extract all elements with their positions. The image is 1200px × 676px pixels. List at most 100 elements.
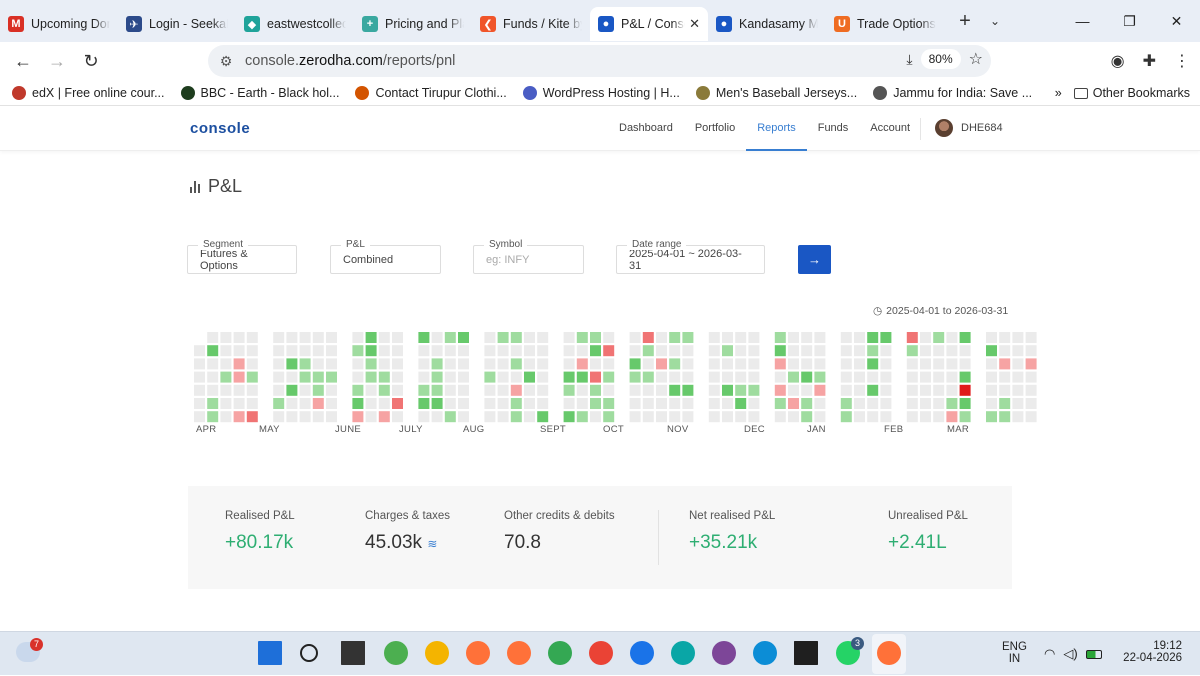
firefox-icon[interactable] — [466, 641, 490, 665]
pnl-type-select[interactable]: P&L Combined — [330, 239, 441, 274]
heatmap-day-cell[interactable] — [431, 384, 443, 396]
heatmap-day-cell[interactable] — [392, 345, 403, 357]
heatmap-day-cell[interactable] — [207, 384, 219, 396]
heatmap-day-cell[interactable] — [959, 345, 971, 357]
heatmap-day-cell[interactable] — [524, 398, 535, 409]
heatmap-day-cell[interactable] — [629, 358, 641, 370]
heatmap-day-cell[interactable] — [814, 358, 826, 370]
heatmap-day-cell[interactable] — [880, 371, 892, 383]
heatmap-day-cell[interactable] — [207, 345, 219, 357]
heatmap-day-cell[interactable] — [286, 358, 298, 370]
heatmap-day-cell[interactable] — [986, 332, 997, 343]
heatmap-day-cell[interactable] — [629, 345, 641, 357]
heatmap-day-cell[interactable] — [207, 411, 219, 423]
heatmap-day-cell[interactable] — [788, 371, 799, 383]
heatmap-day-cell[interactable] — [510, 345, 522, 357]
heatmap-day-cell[interactable] — [629, 398, 641, 409]
heatmap-day-cell[interactable] — [708, 411, 720, 423]
heatmap-day-cell[interactable] — [444, 398, 456, 409]
heatmap-day-cell[interactable] — [563, 371, 575, 383]
heatmap-day-cell[interactable] — [722, 371, 733, 383]
bookmark-4[interactable]: Men's Baseball Jerseys... — [688, 85, 865, 100]
edge-icon[interactable] — [753, 641, 777, 665]
heatmap-day-cell[interactable] — [708, 384, 720, 396]
heatmap-day-cell[interactable] — [365, 332, 377, 343]
heatmap-day-cell[interactable] — [669, 371, 681, 383]
heatmap-day-cell[interactable] — [959, 411, 971, 423]
heatmap-day-cell[interactable] — [537, 398, 549, 409]
heatmap-day-cell[interactable] — [484, 411, 496, 423]
heatmap-day-cell[interactable] — [576, 371, 588, 383]
symbol-input[interactable]: Symbol eg: INFY — [473, 239, 584, 274]
heatmap-day-cell[interactable] — [867, 332, 879, 343]
heatmap-day-cell[interactable] — [906, 332, 918, 343]
heatmap-day-cell[interactable] — [273, 345, 285, 357]
heatmap-day-cell[interactable] — [854, 398, 865, 409]
heatmap-day-cell[interactable] — [312, 345, 324, 357]
heatmap-day-cell[interactable] — [920, 358, 931, 370]
heatmap-day-cell[interactable] — [933, 398, 945, 409]
heatmap-day-cell[interactable] — [392, 371, 403, 383]
tab-search-icon[interactable]: ⌄ — [989, 14, 1001, 28]
heatmap-day-cell[interactable] — [273, 371, 285, 383]
heatmap-day-cell[interactable] — [524, 371, 535, 383]
heatmap-day-cell[interactable] — [418, 358, 430, 370]
heatmap-day-cell[interactable] — [273, 332, 285, 343]
heatmap-day-cell[interactable] — [669, 411, 681, 423]
heatmap-day-cell[interactable] — [524, 332, 535, 343]
heatmap-day-cell[interactable] — [788, 384, 799, 396]
heatmap-day-cell[interactable] — [590, 411, 601, 423]
heatmap-day-cell[interactable] — [563, 398, 575, 409]
heatmap-day-cell[interactable] — [458, 384, 469, 396]
heatmap-day-cell[interactable] — [365, 371, 377, 383]
heatmap-day-cell[interactable] — [642, 358, 654, 370]
heatmap-day-cell[interactable] — [484, 358, 496, 370]
heatmap-day-cell[interactable] — [352, 371, 364, 383]
heatmap-day-cell[interactable] — [867, 345, 879, 357]
tab-3[interactable]: + Pricing and Plan — [354, 7, 472, 41]
heatmap-day-cell[interactable] — [603, 332, 615, 343]
heatmap-day-cell[interactable] — [365, 398, 377, 409]
site-settings-icon[interactable]: ⚙ — [219, 53, 233, 69]
heatmap-day-cell[interactable] — [840, 411, 852, 423]
heatmap-day-cell[interactable] — [946, 358, 958, 370]
heatmap-day-cell[interactable] — [1012, 345, 1024, 357]
heatmap-day-cell[interactable] — [603, 411, 615, 423]
heatmap-day-cell[interactable] — [814, 332, 826, 343]
heatmap-day-cell[interactable] — [999, 411, 1011, 423]
heatmap-day-cell[interactable] — [735, 358, 747, 370]
heatmap-day-cell[interactable] — [629, 371, 641, 383]
heatmap-day-cell[interactable] — [603, 384, 615, 396]
heatmap-day-cell[interactable] — [735, 384, 747, 396]
heatmap-day-cell[interactable] — [444, 384, 456, 396]
heatmap-day-cell[interactable] — [880, 345, 892, 357]
heatmap-day-cell[interactable] — [708, 398, 720, 409]
heatmap-day-cell[interactable] — [207, 371, 219, 383]
heatmap-day-cell[interactable] — [880, 358, 892, 370]
heatmap-day-cell[interactable] — [418, 345, 430, 357]
heatmap-day-cell[interactable] — [682, 332, 694, 343]
heatmap-day-cell[interactable] — [642, 384, 654, 396]
profile-icon[interactable]: ◉ — [1110, 53, 1125, 70]
heatmap-day-cell[interactable] — [880, 384, 892, 396]
heatmap-day-cell[interactable] — [708, 358, 720, 370]
heatmap-day-cell[interactable] — [920, 332, 931, 343]
heatmap-day-cell[interactable] — [365, 358, 377, 370]
heatmap-day-cell[interactable] — [576, 384, 588, 396]
heatmap-day-cell[interactable] — [1025, 358, 1037, 370]
heatmap-day-cell[interactable] — [840, 332, 852, 343]
heatmap-day-cell[interactable] — [194, 384, 205, 396]
heatmap-day-cell[interactable] — [748, 384, 760, 396]
heatmap-day-cell[interactable] — [458, 398, 469, 409]
heatmap-day-cell[interactable] — [484, 332, 496, 343]
bookmark-1[interactable]: BBC - Earth - Black hol... — [173, 85, 348, 100]
heatmap-day-cell[interactable] — [444, 358, 456, 370]
heatmap-day-cell[interactable] — [774, 398, 786, 409]
heatmap-day-cell[interactable] — [669, 384, 681, 396]
heatmap-day-cell[interactable] — [642, 411, 654, 423]
heatmap-day-cell[interactable] — [590, 332, 601, 343]
heatmap-day-cell[interactable] — [801, 332, 813, 343]
heatmap-day-cell[interactable] — [788, 398, 799, 409]
heatmap-day-cell[interactable] — [854, 332, 865, 343]
heatmap-day-cell[interactable] — [326, 371, 337, 383]
